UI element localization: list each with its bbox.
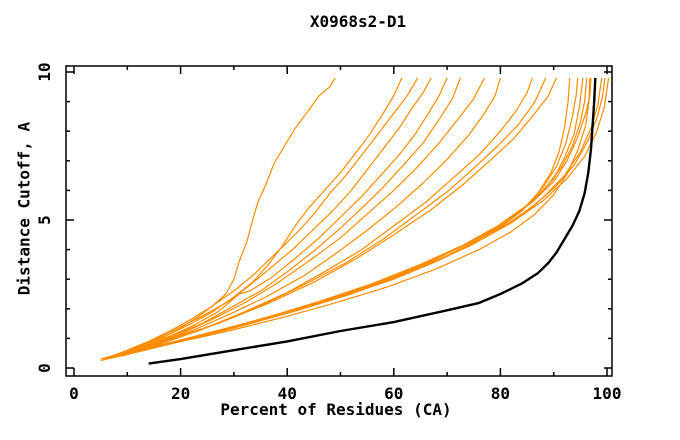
x-tick-label: 20 bbox=[171, 384, 190, 403]
x-tick-label: 0 bbox=[69, 384, 79, 403]
chart-title: X0968s2-D1 bbox=[309, 12, 407, 31]
model-curve-15 bbox=[108, 77, 588, 359]
x-axis-label: Percent of Residues (CA) bbox=[220, 400, 452, 419]
model-curve-10 bbox=[121, 77, 547, 356]
y-tick-label: 10 bbox=[35, 62, 54, 81]
model-curve-11 bbox=[127, 77, 557, 356]
model-curve-01 bbox=[100, 77, 336, 360]
x-tick-label: 80 bbox=[491, 384, 510, 403]
model-curve-07 bbox=[116, 77, 485, 357]
x-tick-label: 40 bbox=[278, 384, 297, 403]
model-curve-05 bbox=[111, 77, 448, 359]
model-curve-13 bbox=[105, 77, 579, 360]
reference-curve bbox=[148, 77, 597, 365]
model-curve-06 bbox=[113, 77, 461, 357]
model-curve-04 bbox=[111, 77, 432, 357]
plot-border bbox=[65, 65, 613, 377]
model-curve-20 bbox=[100, 77, 591, 362]
model-curve-08 bbox=[119, 77, 501, 356]
model-curve-09 bbox=[121, 77, 533, 357]
x-tick-label: 100 bbox=[593, 384, 622, 403]
model-curve-12 bbox=[103, 77, 571, 360]
y-tick-label: 5 bbox=[35, 215, 54, 225]
model-curve-03 bbox=[108, 77, 419, 359]
y-axis-label: Distance Cutoff, A bbox=[14, 121, 34, 296]
model-curve-17 bbox=[113, 77, 603, 357]
x-tick-label: 60 bbox=[384, 384, 403, 403]
y-tick-label: 0 bbox=[35, 363, 54, 373]
model-curve-19 bbox=[121, 77, 610, 356]
model-curve-02 bbox=[105, 77, 403, 359]
